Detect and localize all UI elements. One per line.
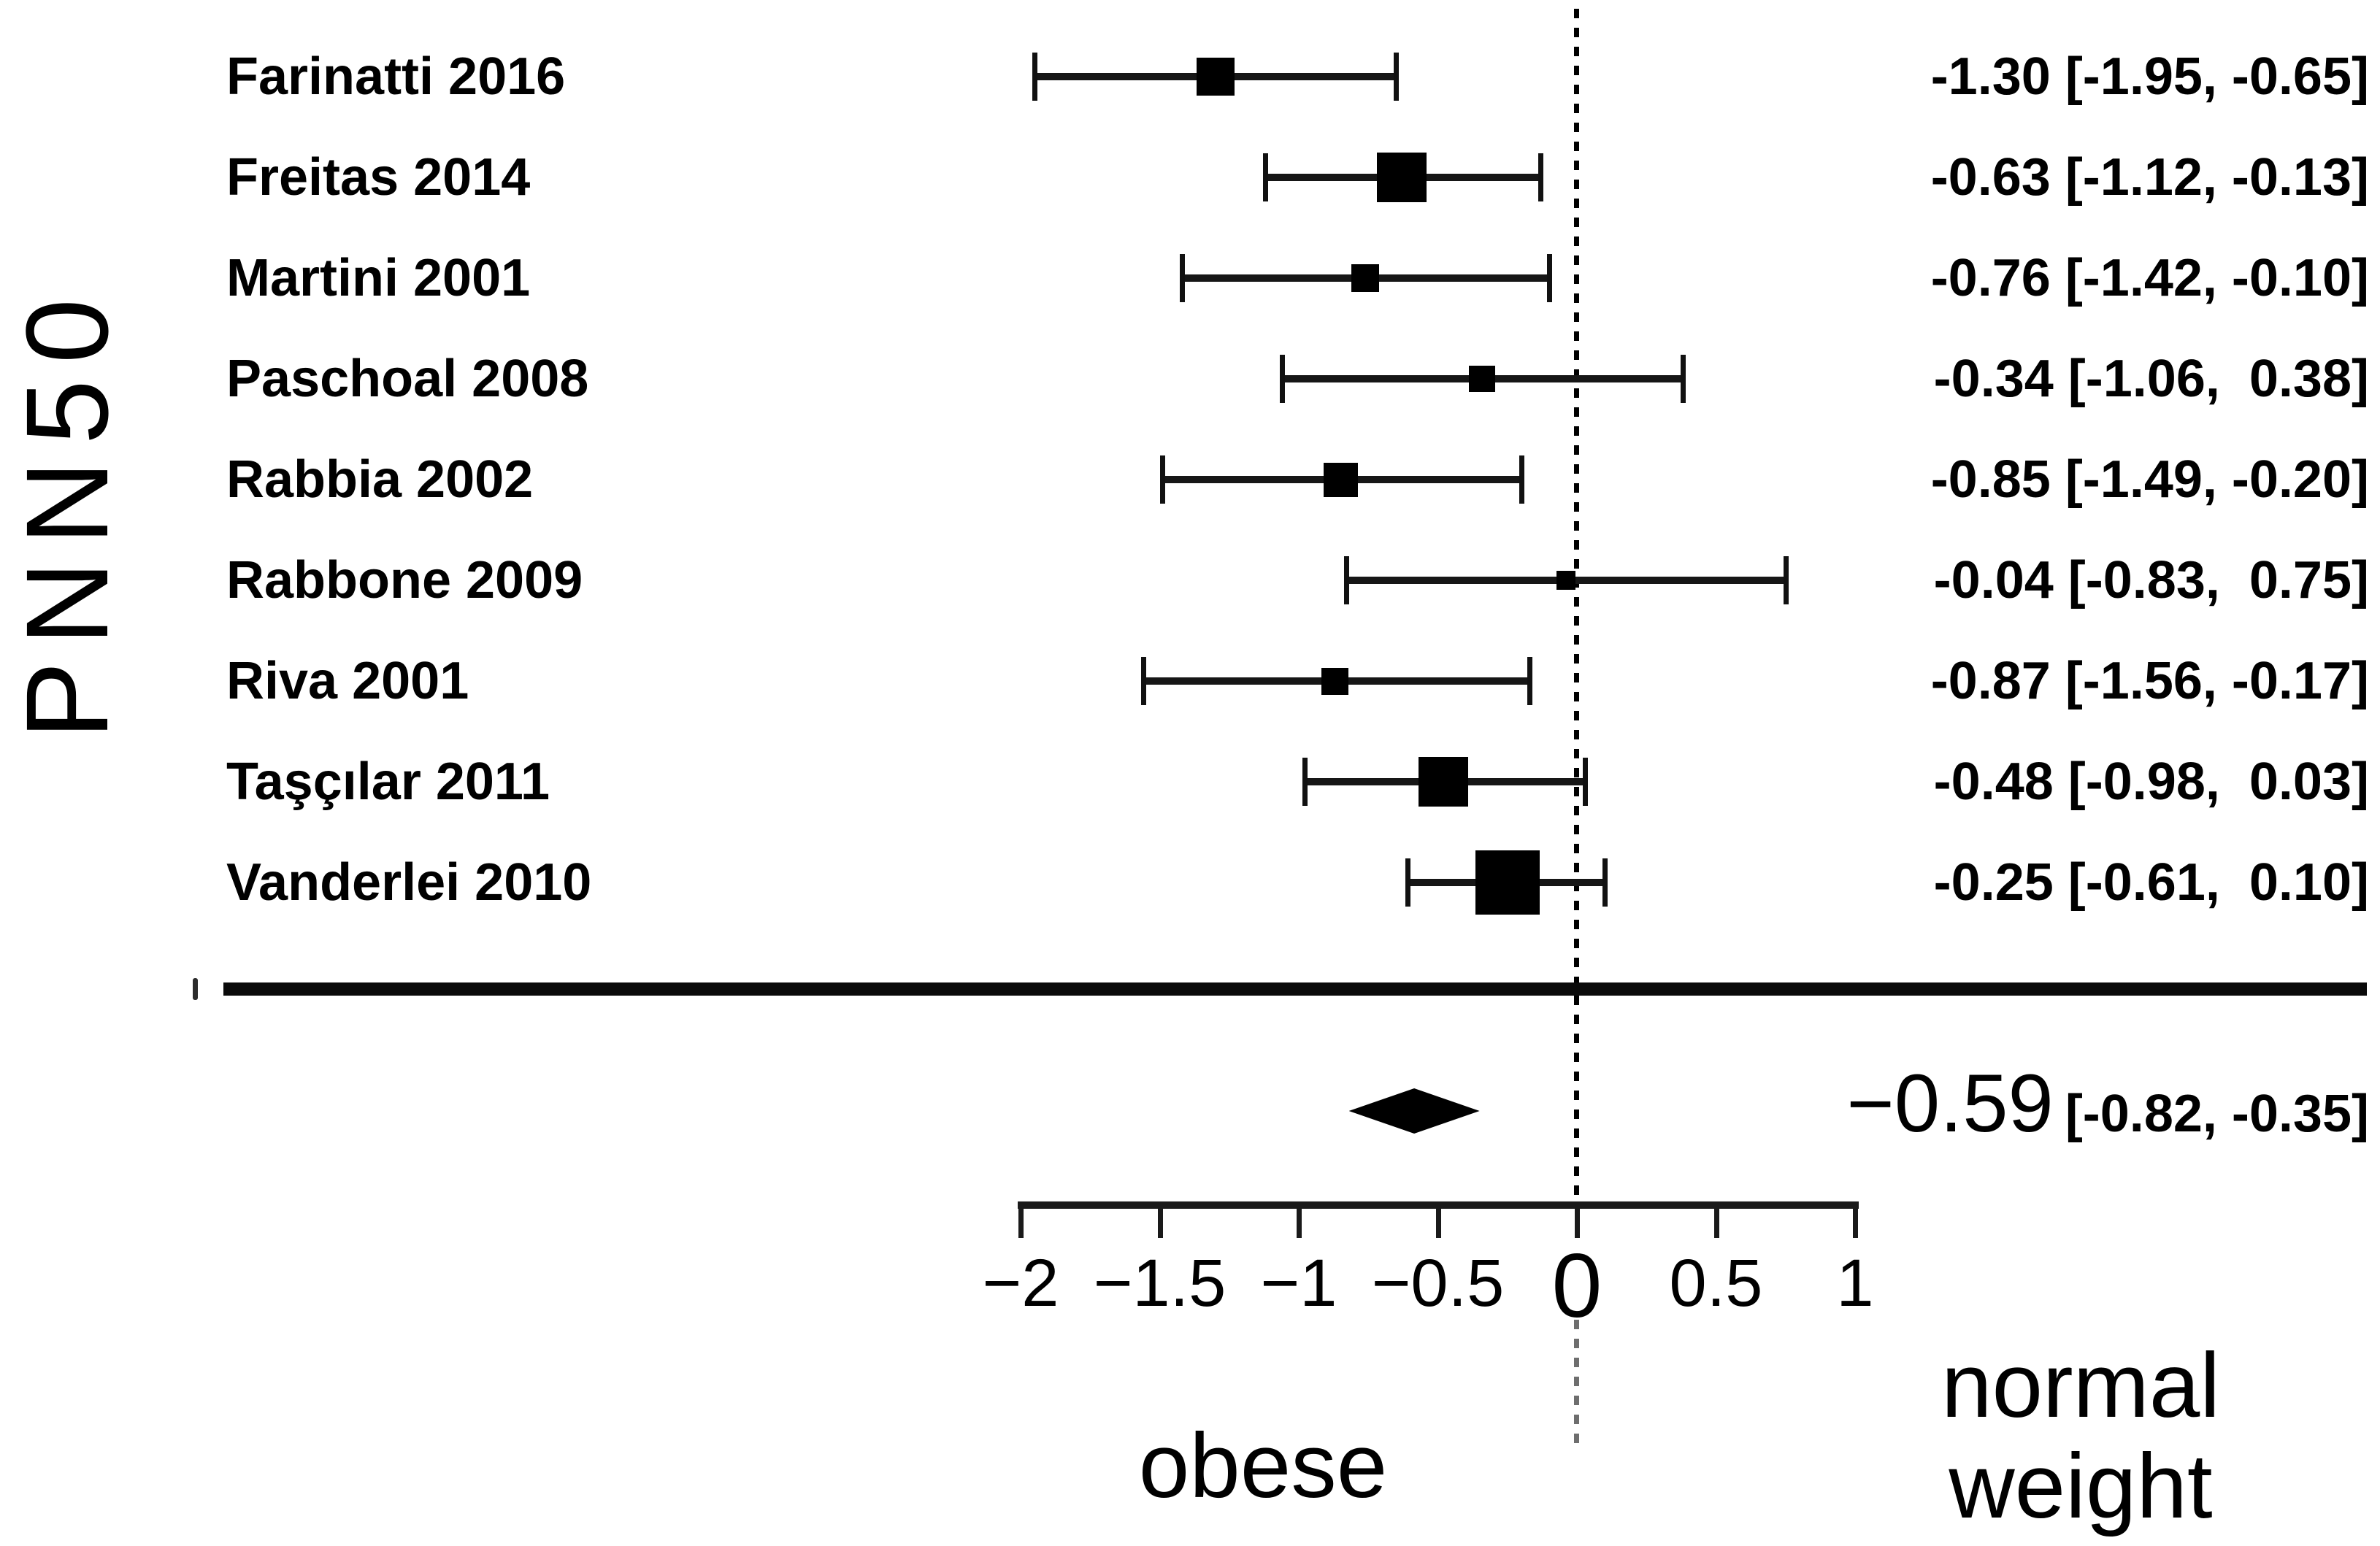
effect-marker [1196, 58, 1235, 96]
y-axis-label: PNN50 [1, 282, 132, 739]
ci-cap-high [1546, 254, 1552, 302]
group-label-weight: weight [1949, 1436, 2213, 1537]
effect-marker [1419, 757, 1469, 807]
ci-cap-low [1302, 758, 1308, 806]
x-axis-tick [1018, 1201, 1024, 1238]
ci-cap-low [1263, 153, 1269, 201]
summary-separator-line [223, 982, 2367, 996]
x-axis-tick-label: 0 [1551, 1236, 1602, 1337]
x-axis-tick-label: −1 [1260, 1246, 1337, 1320]
x-axis-tick [1297, 1201, 1302, 1238]
study-label: Paschoal 2008 [226, 350, 589, 408]
x-axis-tick [1853, 1201, 1858, 1238]
ci-cap-low [1140, 657, 1146, 705]
x-axis-tick [1575, 1201, 1580, 1238]
ci-cap-high [1602, 858, 1608, 907]
effect-value-label: -0.34 [-1.06, 0.38] [1933, 350, 2369, 408]
zero-reference-line-below-axis [1574, 1320, 1579, 1444]
effect-marker [1351, 264, 1380, 292]
ci-cap-high [1527, 657, 1533, 705]
study-label: Taşçılar 2011 [226, 753, 550, 811]
x-axis-tick-label: 0.5 [1669, 1246, 1763, 1320]
x-axis-tick-label: −2 [982, 1246, 1059, 1320]
ci-cap-low [1160, 455, 1166, 504]
summary-estimate: −0.59 [1846, 1058, 2054, 1149]
x-axis-tick-label: 1 [1836, 1246, 1874, 1320]
study-label: Riva 2001 [226, 652, 469, 710]
ci-cap-low [1032, 53, 1038, 101]
group-label-obese: obese [1138, 1415, 1388, 1517]
ci-cap-high [1783, 556, 1789, 604]
separator-left-mark [193, 978, 198, 1000]
effect-marker [1376, 153, 1427, 202]
effect-value-label: -0.63 [-1.12, -0.13] [1930, 148, 2369, 207]
ci-cap-low [1405, 858, 1410, 907]
summary-value-label: −0.59 [-0.82, -0.35] [1846, 1060, 2369, 1147]
effect-marker [1469, 366, 1496, 392]
study-label: Rabbia 2002 [226, 450, 534, 509]
study-label: Vanderlei 2010 [226, 853, 592, 912]
effect-value-label: -0.76 [-1.42, -0.10] [1930, 249, 2369, 307]
ci-cap-high [1680, 355, 1686, 403]
ci-cap-high [1583, 758, 1589, 806]
effect-value-label: -0.87 [-1.56, -0.17] [1930, 652, 2369, 710]
effect-value-label: -0.48 [-0.98, 0.03] [1933, 753, 2369, 811]
group-label-normal-weight: normal weight [1941, 1336, 2220, 1537]
ci-cap-low [1343, 556, 1349, 604]
x-axis-tick [1713, 1201, 1719, 1238]
effect-value-label: -0.85 [-1.49, -0.20] [1930, 450, 2369, 509]
ci-cap-low [1280, 355, 1286, 403]
x-axis-tick [1435, 1201, 1441, 1238]
effect-value-label: -0.25 [-0.61, 0.10] [1933, 853, 2369, 912]
effect-marker [1323, 462, 1358, 497]
effect-marker [1475, 850, 1540, 915]
group-label-normal: normal [1941, 1335, 2221, 1437]
study-label: Martini 2001 [226, 249, 531, 307]
effect-value-label: -0.04 [-0.83, 0.75] [1933, 551, 2369, 609]
effect-marker [1556, 571, 1575, 590]
x-axis-tick-label: −1.5 [1093, 1246, 1227, 1320]
ci-cap-high [1394, 53, 1400, 101]
x-axis-tick-label: −0.5 [1371, 1246, 1505, 1320]
ci-cap-high [1538, 153, 1544, 201]
ci-cap-high [1519, 455, 1524, 504]
summary-confidence-interval: [-0.82, -0.35] [2065, 1085, 2369, 1143]
study-label: Farinatti 2016 [226, 47, 566, 106]
x-axis-tick [1157, 1201, 1163, 1238]
ci-cap-low [1179, 254, 1185, 302]
study-label: Rabbone 2009 [226, 551, 583, 609]
summary-diamond [1348, 1088, 1480, 1134]
study-label: Freitas 2014 [226, 148, 531, 207]
effect-value-label: -1.30 [-1.95, -0.65] [1930, 47, 2369, 106]
effect-marker [1321, 667, 1349, 695]
zero-reference-line [1574, 9, 1579, 1201]
